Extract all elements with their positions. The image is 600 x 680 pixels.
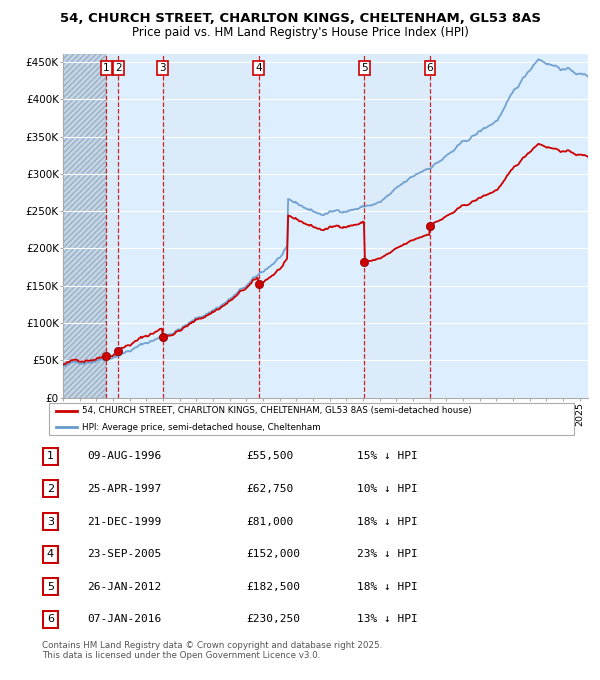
Text: 5: 5: [361, 63, 367, 73]
Bar: [63, 54, 106, 398]
Bar: [364, 54, 430, 398]
Text: £55,500: £55,500: [246, 452, 293, 461]
Text: HPI: Average price, semi-detached house, Cheltenham: HPI: Average price, semi-detached house,…: [82, 422, 321, 432]
Text: 6: 6: [427, 63, 433, 73]
FancyBboxPatch shape: [43, 545, 58, 563]
Text: 10% ↓ HPI: 10% ↓ HPI: [357, 484, 418, 494]
Text: £81,000: £81,000: [246, 517, 293, 526]
Text: 13% ↓ HPI: 13% ↓ HPI: [357, 615, 418, 624]
Text: 54, CHURCH STREET, CHARLTON KINGS, CHELTENHAM, GL53 8AS (semi-detached house): 54, CHURCH STREET, CHARLTON KINGS, CHELT…: [82, 406, 472, 415]
Text: 23% ↓ HPI: 23% ↓ HPI: [357, 549, 418, 559]
Text: £62,750: £62,750: [246, 484, 293, 494]
Text: 18% ↓ HPI: 18% ↓ HPI: [357, 582, 418, 592]
Text: 25-APR-1997: 25-APR-1997: [87, 484, 161, 494]
Text: 07-JAN-2016: 07-JAN-2016: [87, 615, 161, 624]
Bar: [63, 54, 106, 398]
FancyBboxPatch shape: [43, 480, 58, 498]
Text: 09-AUG-1996: 09-AUG-1996: [87, 452, 161, 461]
Text: 5: 5: [47, 582, 54, 592]
Text: £182,500: £182,500: [246, 582, 300, 592]
Text: 4: 4: [47, 549, 54, 559]
Text: £152,000: £152,000: [246, 549, 300, 559]
Bar: [118, 54, 163, 398]
FancyBboxPatch shape: [43, 611, 58, 628]
Text: 23-SEP-2005: 23-SEP-2005: [87, 549, 161, 559]
FancyBboxPatch shape: [43, 578, 58, 596]
Text: Price paid vs. HM Land Registry's House Price Index (HPI): Price paid vs. HM Land Registry's House …: [131, 26, 469, 39]
Text: Contains HM Land Registry data © Crown copyright and database right 2025.
This d: Contains HM Land Registry data © Crown c…: [42, 641, 382, 660]
Text: 3: 3: [159, 63, 166, 73]
Text: 1: 1: [47, 452, 54, 461]
Bar: [163, 54, 259, 398]
Text: 2: 2: [115, 63, 122, 73]
Text: 1: 1: [103, 63, 110, 73]
Text: 18% ↓ HPI: 18% ↓ HPI: [357, 517, 418, 526]
Text: 3: 3: [47, 517, 54, 526]
Bar: [259, 54, 364, 398]
Text: £230,250: £230,250: [246, 615, 300, 624]
FancyBboxPatch shape: [49, 403, 574, 435]
FancyBboxPatch shape: [43, 447, 58, 465]
Bar: [430, 54, 588, 398]
Text: 2: 2: [47, 484, 54, 494]
Text: 54, CHURCH STREET, CHARLTON KINGS, CHELTENHAM, GL53 8AS: 54, CHURCH STREET, CHARLTON KINGS, CHELT…: [59, 12, 541, 25]
Text: 21-DEC-1999: 21-DEC-1999: [87, 517, 161, 526]
FancyBboxPatch shape: [43, 513, 58, 530]
Text: 6: 6: [47, 615, 54, 624]
Text: 26-JAN-2012: 26-JAN-2012: [87, 582, 161, 592]
Bar: [106, 54, 118, 398]
Text: 4: 4: [255, 63, 262, 73]
Text: 15% ↓ HPI: 15% ↓ HPI: [357, 452, 418, 461]
